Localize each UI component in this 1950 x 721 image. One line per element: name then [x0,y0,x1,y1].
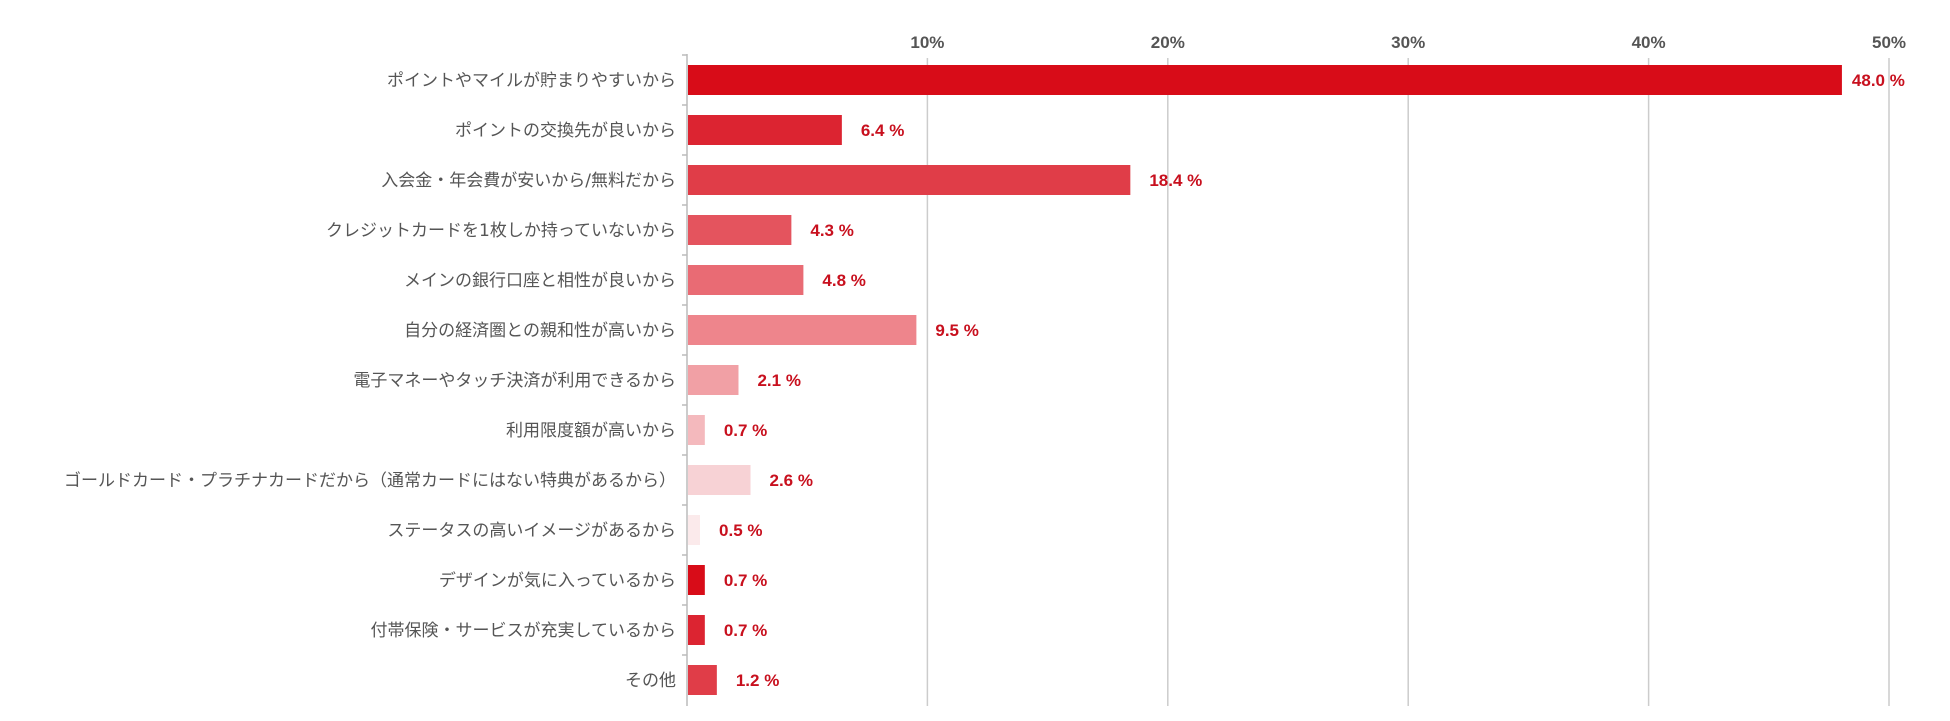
category-label-7: 電子マネーやタッチ決済が利用できるから [353,371,676,391]
category-label-12: 付帯保険・サービスが充実しているから [371,621,677,641]
bar-7 [688,365,739,395]
x-tick-label-30: 30% [1391,33,1425,52]
value-label-5: 4.8 % [822,271,865,290]
value-label-7: 2.1 % [757,371,800,390]
bar-12 [688,615,705,645]
value-label-1: 48.0 % [1852,71,1905,90]
category-label-5: メインの銀行口座と相性が良いから [404,271,676,291]
value-label-2: 6.4 % [861,121,904,140]
bar-2 [688,115,842,145]
category-label-1: ポイントやマイルが貯まりやすいから [387,71,676,91]
grid-lines [682,54,1890,706]
x-tick-label-40: 40% [1632,33,1666,52]
x-tick-label-10: 10% [910,33,944,52]
category-label-10: ステータスの高いイメージがあるから [387,521,676,541]
bar-10 [688,515,701,545]
category-label-11: デザインが気に入っているから [439,570,676,591]
category-label-9: ゴールドカード・プラチナカードだから（通常カードにはない特典があるから） [64,470,676,491]
value-label-8: 0.7 % [724,421,767,440]
bar-9 [688,465,751,495]
value-label-11: 0.7 % [724,571,767,590]
category-labels: ポイントやマイルが貯まりやすいからポイントの交換先が良いから入会金・年会費が安い… [64,71,676,691]
value-label-12: 0.7 % [724,621,767,640]
x-tick-label-50: 50% [1872,33,1906,52]
value-label-9: 2.6 % [770,471,813,490]
x-tick-label-20: 20% [1151,33,1185,52]
category-label-13: その他 [625,671,676,691]
category-label-4: クレジットカードを1枚しか持っていないから [326,221,676,241]
category-label-2: ポイントの交換先が良いから [455,121,676,141]
bar-1 [688,65,1842,95]
value-label-13: 1.2 % [736,671,779,690]
category-label-3: 入会金・年会費が安いから/無料だから [381,171,676,191]
category-label-6: 自分の経済圏との親和性が高いから [404,321,676,341]
bar-13 [688,665,717,695]
value-label-10: 0.5 % [719,521,762,540]
bar-3 [688,165,1131,195]
bar-11 [688,565,705,595]
bar-4 [688,215,792,245]
bar-5 [688,265,804,295]
bar-6 [688,315,917,345]
value-label-3: 18.4 % [1149,171,1202,190]
value-label-6: 9.5 % [935,321,978,340]
value-label-4: 4.3 % [810,221,853,240]
bar-8 [688,415,705,445]
category-label-8: 利用限度額が高いから [506,421,676,441]
bars [688,65,1842,695]
value-labels: 48.0 % 6.4 % 18.4 % 4.3 % 4.8 % 9.5 % 2.1 % 0.7… [719,71,1905,690]
x-axis-ticks: 10% 20% 30% 40% 50% [910,33,1906,52]
